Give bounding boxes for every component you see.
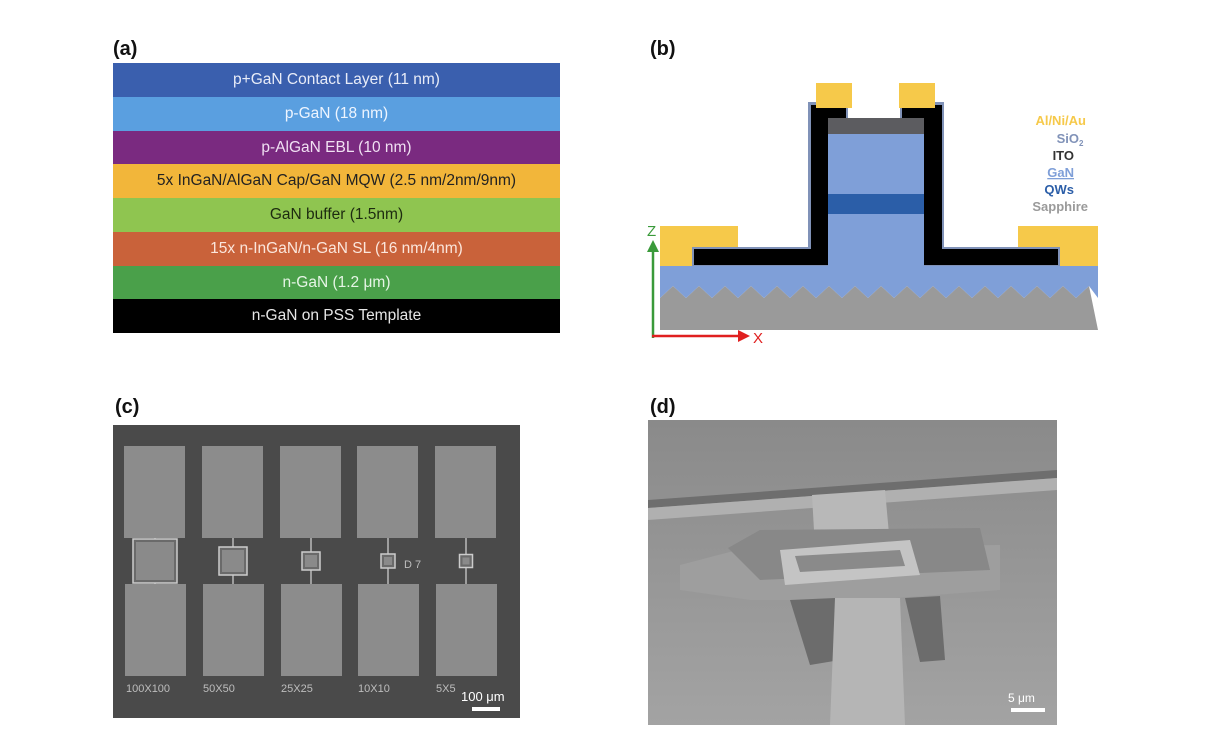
contact-pad <box>124 446 185 538</box>
contact-pad <box>357 446 418 538</box>
contact-pad <box>203 584 264 676</box>
legend-gan: GaN <box>1047 165 1074 180</box>
die-mark: D 7 <box>404 559 421 571</box>
legend-qws: QWs <box>1044 182 1074 197</box>
left-trench <box>790 598 840 665</box>
legend-sio2-subscript: 2 <box>1079 139 1084 148</box>
x-axis-label: X <box>753 330 763 347</box>
device-label: 5X5 <box>436 683 456 695</box>
legend-sio2: SiO <box>1057 131 1079 146</box>
layer-row: n-GaN (1.2 μm) <box>113 265 560 300</box>
layer-row: n-GaN on PSS Template <box>113 299 560 333</box>
device-label: 10X10 <box>358 683 390 695</box>
layer-row: p-GaN (18 nm) <box>113 96 560 131</box>
contact-pad <box>436 584 497 676</box>
layer-row: p+GaN Contact Layer (11 nm) <box>113 63 560 97</box>
layer-row: GaN buffer (1.5nm) <box>113 198 560 232</box>
micro-led-mesa <box>136 542 174 580</box>
device-cross-section: Z X <box>647 83 1098 347</box>
p-contact-right <box>899 83 935 108</box>
ito-window <box>795 550 905 572</box>
micro-led-mesa <box>384 557 392 565</box>
quantum-wells <box>828 194 924 214</box>
layer-row: 15x n-InGaN/n-GaN SL (16 nm/4nm) <box>113 231 560 266</box>
contact-pad <box>435 446 496 538</box>
device-label: 50X50 <box>203 683 235 695</box>
material-legend: Al/Ni/Au SiO 2 ITO GaN QWs Sapphire <box>1032 113 1088 214</box>
device-label: 25X25 <box>281 683 313 695</box>
contact-pad <box>202 446 263 538</box>
panel-c-label: (c) <box>115 396 140 418</box>
panel-b-label: (b) <box>650 38 676 60</box>
p-contact-left <box>816 83 852 108</box>
contact-pad <box>358 584 419 676</box>
contact-pad <box>125 584 186 676</box>
layer-row: p-AlGaN EBL (10 nm) <box>113 130 560 165</box>
legend-ito: ITO <box>1053 148 1074 163</box>
contact-pad <box>281 584 342 676</box>
sem-image-tilted-device: 5 μm <box>648 420 1057 725</box>
micro-led-mesa <box>462 557 470 565</box>
legend-sapphire: Sapphire <box>1032 199 1088 214</box>
layer-row: 5x InGaN/AlGaN Cap/GaN MQW (2.5 nm/2nm/9… <box>113 164 560 198</box>
ito-layer <box>828 118 924 134</box>
right-trench <box>905 596 945 662</box>
panel-d-label: (d) <box>650 396 676 418</box>
sem-image-device-array: D 7 100X100 50X50 25X25 10X10 5X5 100 μm <box>113 425 520 718</box>
x-arrowhead <box>738 330 750 342</box>
scale-bar-label-c: 100 μm <box>461 689 505 704</box>
z-arrowhead <box>647 240 659 252</box>
scale-bar-d <box>1011 708 1045 712</box>
z-axis-label: Z <box>647 223 656 240</box>
scale-bar-c <box>472 707 500 711</box>
trench-line <box>648 470 1057 508</box>
panel-a-label: (a) <box>113 38 138 60</box>
gan-base-layer <box>660 265 1098 298</box>
layer-stack: p+GaN Contact Layer (11 nm) p-GaN (18 nm… <box>113 63 560 333</box>
contact-pad <box>280 446 341 538</box>
scale-bar-label-d: 5 μm <box>1008 691 1035 705</box>
micro-led-mesa <box>305 555 317 567</box>
sapphire-substrate <box>660 286 1098 330</box>
bottom-electrode-strip <box>830 598 905 725</box>
micro-led-mesa <box>222 550 244 572</box>
legend-al-ni-au: Al/Ni/Au <box>1035 113 1086 128</box>
device-label: 100X100 <box>126 683 170 695</box>
